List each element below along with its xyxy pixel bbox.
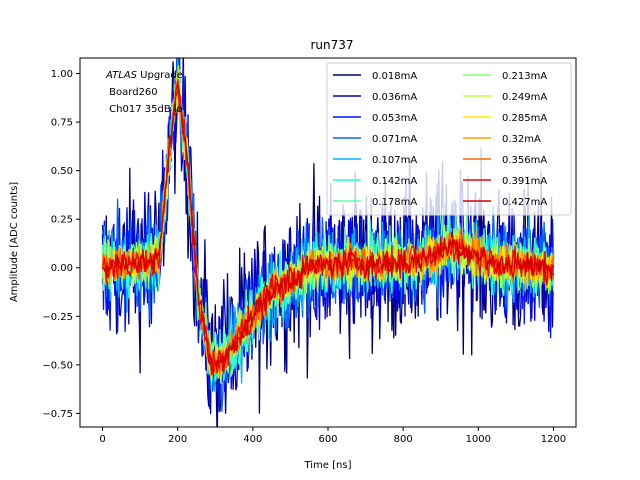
legend-label: 0.285mA	[502, 113, 547, 124]
x-tick-label: 1000	[466, 434, 491, 445]
legend-label: 0.036mA	[372, 92, 417, 103]
x-tick-label: 1200	[541, 434, 566, 445]
annotation-board: Board260	[106, 87, 158, 98]
x-axis-label: Time [ns]	[303, 460, 351, 471]
legend-label: 0.356mA	[502, 155, 547, 166]
legend-label: 0.427mA	[502, 197, 547, 208]
y-tick-label: 0.25	[51, 215, 73, 226]
legend-label: 0.107mA	[372, 155, 417, 166]
legend-label: 0.053mA	[372, 113, 417, 124]
legend-label: 0.142mA	[372, 176, 417, 187]
series-layer	[101, 58, 555, 427]
series-line-0.427mA	[102, 81, 555, 378]
legend: 0.018mA 0.036mA 0.053mA 0.071mA 0.107mA 0.142…	[326, 62, 572, 216]
y-tick-label: −0.75	[42, 409, 73, 420]
x-tick-label: 200	[168, 434, 187, 445]
y-tick-label: −0.50	[42, 360, 73, 371]
x-axis: 0 200 400 600 800 1000 1200	[99, 427, 566, 445]
x-tick-label: 400	[243, 434, 262, 445]
annotation-upgrade: Upgrade	[137, 70, 183, 81]
y-tick-label: 0.75	[51, 118, 73, 129]
chart-title: run737	[310, 38, 353, 52]
atlas-annotation: ATLAS Upgrade Board260 Ch017 35dB lo	[105, 70, 183, 115]
legend-box	[326, 62, 572, 216]
x-tick-label: 600	[318, 434, 337, 445]
y-tick-label: 1.00	[51, 69, 73, 80]
legend-label: 0.391mA	[502, 176, 547, 187]
x-tick-label: 0	[99, 434, 105, 445]
legend-label: 0.071mA	[372, 134, 417, 145]
y-axis-label: Amplitude [ADC counts]	[9, 182, 20, 302]
annotation-atlas: ATLAS	[105, 70, 138, 81]
y-tick-label: 0.50	[51, 166, 73, 177]
legend-label: 0.213mA	[502, 71, 547, 82]
legend-label: 0.32mA	[502, 134, 541, 145]
legend-label: 0.018mA	[372, 71, 417, 82]
y-tick-label: 0.00	[51, 263, 73, 274]
y-axis: −0.75 −0.50 −0.25 0.00 0.25 0.50 0.75 1.00	[42, 69, 80, 420]
svg-text:ATLAS Upgrade: ATLAS Upgrade	[105, 70, 183, 81]
legend-label: 0.178mA	[372, 197, 417, 208]
legend-label: 0.249mA	[502, 92, 547, 103]
x-tick-label: 800	[394, 434, 413, 445]
y-tick-label: −0.25	[42, 312, 73, 323]
annotation-channel: Ch017 35dB lo	[106, 104, 183, 115]
